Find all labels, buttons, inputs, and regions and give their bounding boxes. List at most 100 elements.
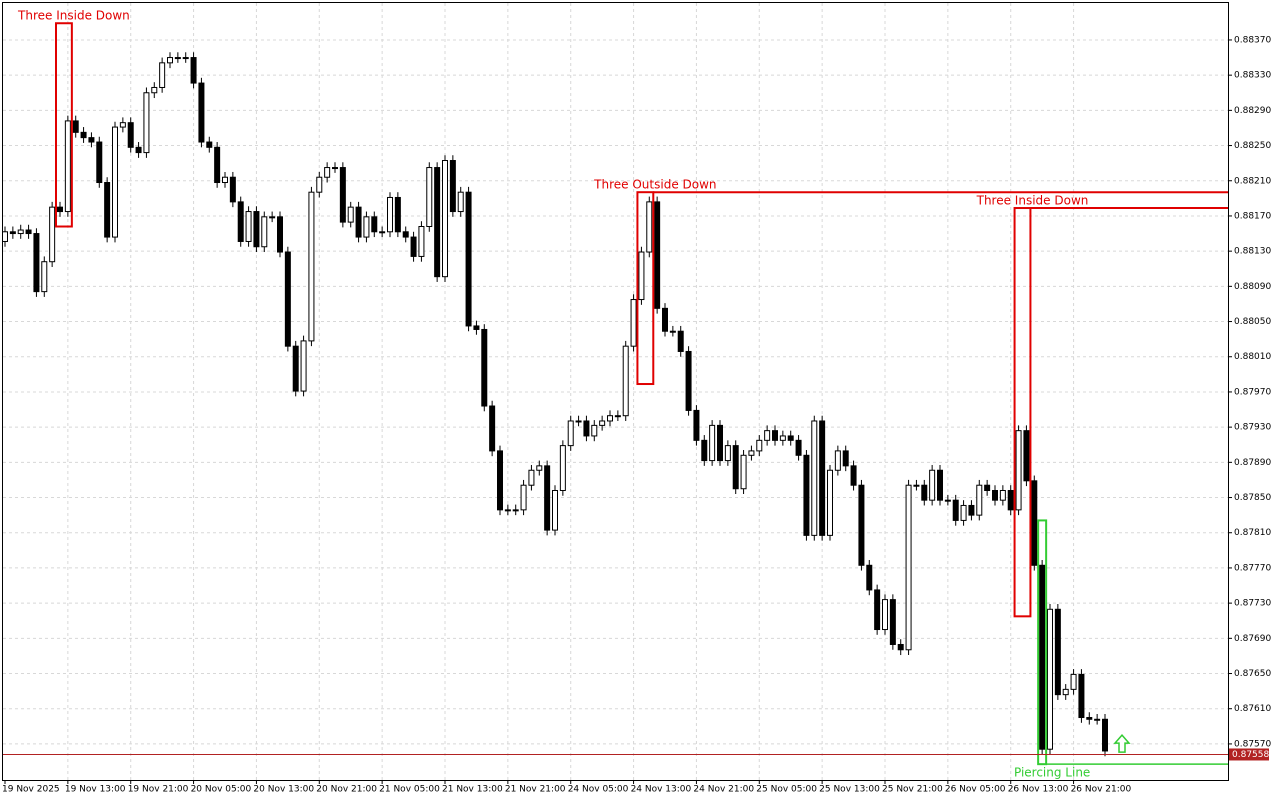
candle-body xyxy=(127,122,134,148)
x-tick-label: 21 Nov 05:00 xyxy=(379,785,440,795)
candle-body xyxy=(630,299,637,347)
candle-body xyxy=(167,57,173,64)
candle-body xyxy=(1039,564,1046,750)
candle-body xyxy=(135,146,142,154)
y-tick-label: 0.87650 xyxy=(1234,669,1271,679)
candle-body xyxy=(269,216,276,219)
pattern-box xyxy=(636,191,655,386)
candle-body xyxy=(717,424,723,462)
candle-body xyxy=(355,206,362,238)
x-tick-label: 20 Nov 05:00 xyxy=(191,785,252,795)
y-tick-label: 0.87930 xyxy=(1234,423,1271,433)
candle-body xyxy=(646,201,653,253)
candle-body xyxy=(827,469,833,536)
candle-body xyxy=(49,206,56,263)
candle-body xyxy=(976,484,983,516)
candle-body xyxy=(669,330,676,333)
y-tick-label: 0.88130 xyxy=(1234,247,1271,257)
candle-body xyxy=(237,201,244,242)
candle-body xyxy=(701,439,708,462)
y-tick-label: 0.88330 xyxy=(1234,71,1271,81)
candle-body xyxy=(662,307,668,332)
y-tick-label: 0.87850 xyxy=(1234,493,1271,503)
current-price-label: 0.87558 xyxy=(1232,750,1269,760)
candle-body xyxy=(921,484,928,501)
y-tick-label: 0.87890 xyxy=(1234,458,1271,468)
pattern-label: Three Outside Down xyxy=(593,178,716,192)
candle-body xyxy=(638,251,645,301)
candle-body xyxy=(96,141,103,184)
x-tick-label: 19 Nov 2025 xyxy=(2,785,60,795)
candle-body xyxy=(1102,718,1108,752)
candle-body xyxy=(119,122,126,128)
candle-body xyxy=(1047,608,1053,750)
candle-body xyxy=(198,82,205,143)
candle-body xyxy=(88,137,95,143)
y-tick-label: 0.87810 xyxy=(1234,528,1271,538)
candle-body xyxy=(819,420,826,536)
y-tick-label: 0.88090 xyxy=(1234,282,1271,292)
pattern-box xyxy=(1013,207,1032,618)
candle-body xyxy=(324,167,331,178)
candle-body xyxy=(489,405,496,452)
candle-body xyxy=(442,160,448,278)
y-tick-label: 0.88010 xyxy=(1234,352,1271,362)
candle-body xyxy=(512,509,519,512)
current-price-box xyxy=(1229,748,1269,761)
candle-body xyxy=(693,409,700,441)
y-tick-label: 0.88250 xyxy=(1234,141,1271,151)
candle-body xyxy=(347,206,354,223)
candle-body xyxy=(143,92,150,154)
candle-body xyxy=(858,484,865,566)
x-tick-label: 24 Nov 05:00 xyxy=(568,785,629,795)
candle-body xyxy=(473,325,480,330)
candle-body xyxy=(449,160,456,213)
candle-body xyxy=(41,261,48,293)
y-tick-label: 0.87730 xyxy=(1234,599,1271,609)
pattern-box xyxy=(55,22,73,228)
candle-body xyxy=(677,330,684,352)
candle-body xyxy=(434,167,441,278)
y-tick-label: 0.87690 xyxy=(1234,634,1271,644)
candle-body xyxy=(559,445,566,491)
x-tick-label: 25 Nov 05:00 xyxy=(756,785,817,795)
x-tick-label: 24 Nov 21:00 xyxy=(693,785,754,795)
candle-body xyxy=(1023,430,1030,482)
candle-body xyxy=(850,465,857,486)
candle-body xyxy=(261,216,268,248)
candle-body xyxy=(905,484,912,651)
candle-body xyxy=(1031,480,1038,566)
candle-body xyxy=(9,231,16,235)
x-tick-label: 26 Nov 05:00 xyxy=(945,785,1006,795)
candle-body xyxy=(709,424,716,462)
candle-body xyxy=(504,509,511,512)
candle-body xyxy=(1062,688,1069,696)
candle-body xyxy=(245,211,252,242)
candle-body xyxy=(944,499,951,502)
candle-body xyxy=(159,62,166,88)
x-tick-label: 26 Nov 13:00 xyxy=(1008,785,1069,795)
candle-body xyxy=(402,231,409,238)
candle-body xyxy=(913,484,920,487)
candle-body xyxy=(151,86,158,94)
candle-body xyxy=(882,599,888,631)
candle-body xyxy=(685,350,692,411)
candle-body xyxy=(622,345,629,417)
candle-body xyxy=(772,430,778,441)
y-tick-label: 0.88050 xyxy=(1234,317,1271,327)
pattern-box xyxy=(1037,519,1048,766)
candle-body xyxy=(25,229,32,235)
candle-body xyxy=(206,141,213,148)
candle-body xyxy=(787,435,794,441)
candle-body xyxy=(363,216,370,238)
candle-body xyxy=(795,439,802,456)
candle-body xyxy=(748,450,755,456)
x-tick-label: 26 Nov 21:00 xyxy=(1071,785,1132,795)
candle-body xyxy=(253,211,260,248)
candle-body xyxy=(57,206,63,213)
x-tick-label: 24 Nov 13:00 xyxy=(631,785,692,795)
candle-body xyxy=(536,465,543,471)
candle-body xyxy=(866,564,873,591)
y-tick-label: 0.88290 xyxy=(1234,106,1271,116)
candle-body xyxy=(316,176,323,193)
